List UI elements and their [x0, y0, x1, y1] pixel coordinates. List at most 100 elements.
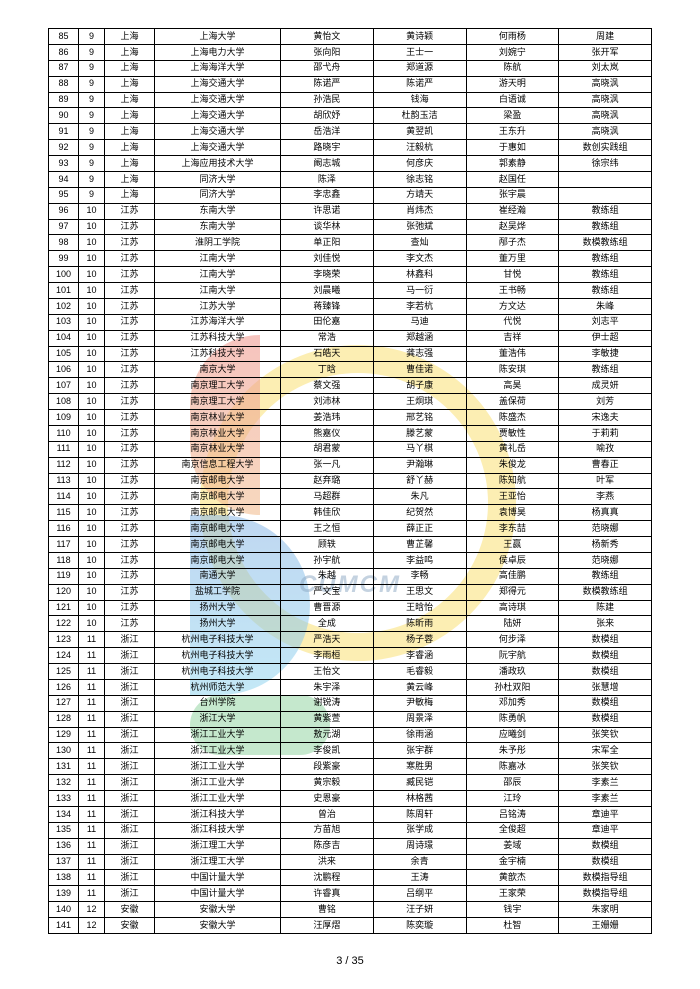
table-cell: 朱宇泽 — [281, 679, 374, 695]
table-cell: 134 — [49, 806, 79, 822]
table-cell: 127 — [49, 695, 79, 711]
results-table: 859上海上海大学黄怡文黄诗颖何雨杨周建869上海上海电力大学张向阳王士一刘婉宁… — [48, 28, 652, 934]
table-cell: 马丫棋 — [373, 441, 466, 457]
table-cell: 99 — [49, 251, 79, 267]
table-cell: 王炯琪 — [373, 394, 466, 410]
table-cell: 安徽 — [105, 902, 155, 918]
table-cell: 杨新秀 — [559, 537, 652, 553]
table-cell: 汪厚熠 — [281, 918, 374, 934]
table-cell: 131 — [49, 759, 79, 775]
table-cell: 张来 — [559, 616, 652, 632]
table-cell: 88 — [49, 76, 79, 92]
table-cell: 高晓沨 — [559, 76, 652, 92]
table-cell: 上海交通大学 — [155, 92, 281, 108]
table-cell: 陈嘉冰 — [466, 759, 559, 775]
table-cell: 11 — [79, 695, 105, 711]
table-cell: 10 — [79, 362, 105, 378]
table-row: 10710江苏南京理工大学蔡文强胡子康高昊成灵妍 — [49, 378, 652, 394]
table-cell: 江苏 — [105, 346, 155, 362]
table-cell: 敖元湖 — [281, 727, 374, 743]
table-cell: 9 — [79, 156, 105, 172]
table-cell: 黄礼岳 — [466, 441, 559, 457]
table-cell: 周诗璟 — [373, 838, 466, 854]
table-cell: 董浩伟 — [466, 346, 559, 362]
table-cell: 上海 — [105, 76, 155, 92]
table-cell: 上海 — [105, 171, 155, 187]
table-cell: 101 — [49, 283, 79, 299]
table-cell: 南京理工大学 — [155, 394, 281, 410]
table-cell: 严文宝 — [281, 584, 374, 600]
table-cell: 王书畅 — [466, 283, 559, 299]
table-cell: 陆妍 — [466, 616, 559, 632]
table-cell: 浙江工业大学 — [155, 727, 281, 743]
table-cell: 95 — [49, 187, 79, 203]
table-cell: 舒丫赫 — [373, 473, 466, 489]
table-cell: 曹铭 — [281, 902, 374, 918]
table-cell: 105 — [49, 346, 79, 362]
table-cell: 102 — [49, 298, 79, 314]
table-cell: 谢锐涛 — [281, 695, 374, 711]
table-cell: 扬州大学 — [155, 616, 281, 632]
table-cell: 江苏 — [105, 552, 155, 568]
table-cell: 张宇晨 — [466, 187, 559, 203]
table-cell: 教练组 — [559, 251, 652, 267]
table-cell: 10 — [79, 330, 105, 346]
table-row: 10610江苏南京大学丁晗曹佳诺陈安琪教练组 — [49, 362, 652, 378]
table-cell: 86 — [49, 44, 79, 60]
table-cell: 陈建 — [559, 600, 652, 616]
table-cell: 尹敏梅 — [373, 695, 466, 711]
table-cell: 汪毅杭 — [373, 140, 466, 156]
table-row: 13911浙江中国计量大学许睿真吕纲平王家荣数模指导组 — [49, 886, 652, 902]
table-cell: 10 — [79, 505, 105, 521]
table-cell: 何彦庆 — [373, 156, 466, 172]
table-cell: 教练组 — [559, 362, 652, 378]
table-cell: 121 — [49, 600, 79, 616]
table-cell: 10 — [79, 235, 105, 251]
table-cell: 浙江工业大学 — [155, 775, 281, 791]
table-cell: 安徽大学 — [155, 902, 281, 918]
table-cell: 129 — [49, 727, 79, 743]
table-cell: 96 — [49, 203, 79, 219]
table-cell: 浙江理工大学 — [155, 854, 281, 870]
table-cell: 朱峰 — [559, 298, 652, 314]
table-cell: 朱越 — [281, 568, 374, 584]
table-cell: 120 — [49, 584, 79, 600]
table-cell: 东南大学 — [155, 219, 281, 235]
table-cell: 应曦剑 — [466, 727, 559, 743]
table-cell: 陈诺严 — [373, 76, 466, 92]
table-cell: 江苏 — [105, 235, 155, 251]
table-cell: 江苏 — [105, 330, 155, 346]
table-cell: 数模组 — [559, 695, 652, 711]
table-cell: 江苏 — [105, 314, 155, 330]
table-row: 949上海同济大学陈泽徐志铭赵国任 — [49, 171, 652, 187]
table-cell: 马超群 — [281, 489, 374, 505]
table-cell: 122 — [49, 616, 79, 632]
table-cell: 郭素静 — [466, 156, 559, 172]
table-cell: 李睿涵 — [373, 648, 466, 664]
table-cell: 11 — [79, 679, 105, 695]
table-cell: 107 — [49, 378, 79, 394]
table-cell: 陈安琪 — [466, 362, 559, 378]
table-row: 899上海上海交通大学孙浩民钱海白语诚高晓沨 — [49, 92, 652, 108]
table-cell: 赵国任 — [466, 171, 559, 187]
table-cell: 李若杭 — [373, 298, 466, 314]
table-cell: 11 — [79, 822, 105, 838]
table-row: 9810江苏淮阴工学院单正阳查灿邴子杰数模教练组 — [49, 235, 652, 251]
table-row: 11310江苏南京邮电大学赵弃璐舒丫赫陈知航叶军 — [49, 473, 652, 489]
table-cell: 杭州电子科技大学 — [155, 632, 281, 648]
table-cell: 李益鸣 — [373, 552, 466, 568]
table-cell: 10 — [79, 346, 105, 362]
table-row: 12311浙江杭州电子科技大学严浩天杨子蓉何步泽数模组 — [49, 632, 652, 648]
table-cell: 王思文 — [373, 584, 466, 600]
table-cell: 王晗怡 — [373, 600, 466, 616]
table-cell: 陈泽 — [281, 171, 374, 187]
table-row: 11710江苏南京邮电大学顾轶曹芷馨王赢杨新秀 — [49, 537, 652, 553]
table-cell: 沈鹏程 — [281, 870, 374, 886]
table-cell: 江南大学 — [155, 267, 281, 283]
table-cell: 喻孜 — [559, 441, 652, 457]
table-row: 11610江苏南京邮电大学王之恒薛正正李东喆范晓娜 — [49, 521, 652, 537]
table-row: 9710江苏东南大学谈华林张弛斌赵吴烨教练组 — [49, 219, 652, 235]
table-cell: 11 — [79, 870, 105, 886]
table-cell: 张慧增 — [559, 679, 652, 695]
table-cell: 数模指导组 — [559, 886, 652, 902]
